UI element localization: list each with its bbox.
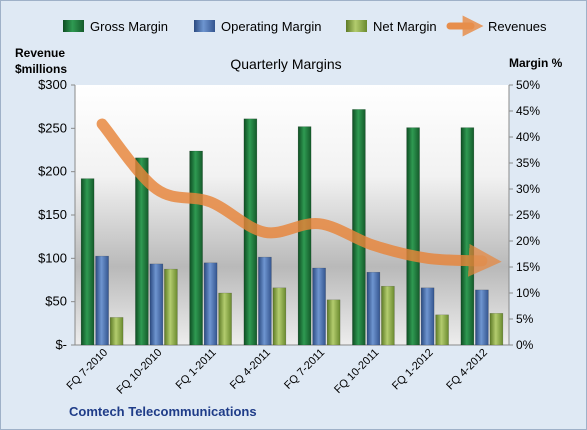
bar-operating-margin-fq-1-2011 [203, 262, 218, 346]
revenues-line [96, 118, 502, 277]
chart-title: Quarterly Margins [230, 56, 341, 72]
right-tick-label: 35% [516, 156, 540, 170]
right-tick-label: 5% [516, 312, 534, 326]
legend-swatch-operating-margin [194, 20, 215, 32]
bar-gross-margin-fq-7-2010 [80, 178, 95, 346]
right-tick-label: 30% [516, 182, 540, 196]
legend-label-revenues: Revenues [488, 19, 547, 34]
bar-net-margin-fq-1-2012 [435, 314, 449, 346]
legend-swatch-gross-margin [63, 20, 84, 32]
left-tick-label: $300 [38, 77, 67, 92]
legend-swatch-net-margin [346, 20, 367, 32]
right-tick-label: 25% [516, 208, 540, 222]
bar-gross-margin-fq-10-2011 [352, 109, 366, 346]
left-tick-label: $100 [38, 250, 67, 265]
bar-net-margin-fq-1-2011 [218, 292, 232, 346]
bar-operating-margin-fq-1-2012 [420, 287, 435, 346]
bar-gross-margin-fq-1-2012 [406, 127, 420, 346]
left-tick-label: $50 [45, 294, 67, 309]
right-tick-label: 0% [516, 338, 534, 352]
legend-label-net-margin: Net Margin [373, 19, 437, 34]
right-tick-label: 20% [516, 234, 540, 248]
left-tick-label: $200 [38, 164, 67, 179]
bar-net-margin-fq-10-2011 [381, 285, 395, 346]
category-label-fq-7-2011: FQ 7-2011 [282, 347, 327, 392]
left-tick-label: $150 [38, 207, 67, 222]
bar-gross-margin-fq-4-2012 [460, 127, 475, 346]
bar-net-margin-fq-4-2011 [272, 287, 287, 346]
right-tick-label: 45% [516, 104, 540, 118]
bar-net-margin-fq-7-2010 [109, 317, 124, 346]
category-label-fq-10-2011: FQ 10-2011 [332, 347, 381, 396]
bar-net-margin-fq-4-2012 [489, 313, 504, 346]
footer-company: Comtech Telecommunications [69, 404, 257, 419]
category-label-fq-7-2010: FQ 7-2010 [65, 347, 111, 393]
category-label-fq-1-2012: FQ 1-2012 [390, 347, 436, 393]
right-axis-label: Margin % [509, 56, 563, 70]
revenue-line-layer [96, 118, 502, 277]
bar-operating-margin-fq-7-2011 [312, 267, 326, 346]
bar-operating-margin-fq-10-2011 [366, 271, 381, 346]
legend-label-gross-margin: Gross Margin [90, 19, 168, 34]
bar-operating-margin-fq-10-2010 [149, 263, 164, 346]
category-label-fq-4-2012: FQ 4-2012 [444, 347, 490, 393]
left-tick-labels: $- $50 $100 $150 $200 $250 $300 [38, 77, 75, 352]
bar-net-margin-fq-7-2011 [326, 299, 341, 346]
right-tick-label: 10% [516, 286, 540, 300]
category-labels: FQ 7-2010 FQ 10-2010 FQ 1-2011 FQ 4-2011 FQ … [65, 347, 490, 397]
category-label-fq-1-2011: FQ 1-2011 [174, 347, 219, 392]
right-tick-label: 15% [516, 260, 540, 274]
bar-net-margin-fq-10-2010 [164, 268, 178, 346]
right-tick-label: 40% [516, 130, 540, 144]
bar-operating-margin-fq-4-2011 [258, 256, 272, 346]
left-axis-label-line2: $millions [15, 62, 67, 76]
category-label-fq-10-2010: FQ 10-2010 [115, 347, 165, 397]
bar-operating-margin-fq-4-2012 [475, 289, 489, 346]
bar-gross-margin-fq-7-2011 [297, 126, 312, 346]
left-tick-label: $- [55, 337, 67, 352]
bar-operating-margin-fq-7-2010 [95, 255, 109, 346]
right-tick-labels: 0% 5% 10% 15% 20% 25% 30% 35% 40% 45% 50% [509, 78, 540, 352]
bar-gross-margin-fq-1-2011 [189, 150, 203, 346]
right-tick-label: 50% [516, 78, 540, 92]
left-axis-label-line1: Revenue [15, 46, 65, 60]
bar-gross-margin-fq-10-2010 [135, 157, 149, 346]
legend-label-operating-margin: Operating Margin [221, 19, 321, 34]
left-tick-label: $250 [38, 120, 67, 135]
legend: Gross Margin Operating Margin Net Margin… [63, 15, 547, 37]
category-label-fq-4-2011: FQ 4-2011 [228, 347, 273, 392]
